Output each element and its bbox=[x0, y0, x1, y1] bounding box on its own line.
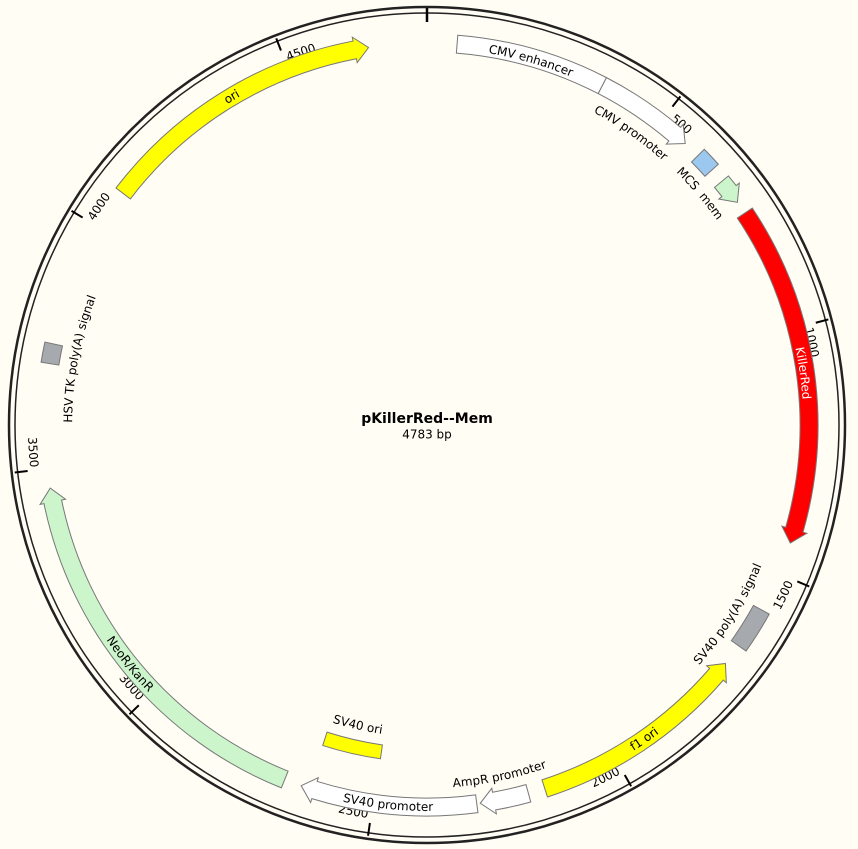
feature bbox=[690, 148, 720, 177]
tick-mark bbox=[71, 209, 84, 219]
feature bbox=[736, 207, 819, 544]
feature bbox=[541, 662, 727, 798]
tick-mark bbox=[275, 37, 282, 51]
feature bbox=[39, 487, 289, 789]
feature-label: AmpR promoter bbox=[452, 757, 548, 790]
feature bbox=[322, 731, 383, 760]
tick-mark bbox=[671, 95, 682, 108]
plasmid-length: 4783 bp bbox=[402, 428, 452, 442]
tick-label: 1500 bbox=[770, 578, 796, 611]
feature bbox=[115, 36, 370, 200]
tick-mark bbox=[367, 822, 371, 836]
feature bbox=[730, 604, 770, 652]
tick-label: 3500 bbox=[26, 437, 42, 468]
plasmid-name: pKillerRed--Mem bbox=[361, 411, 493, 427]
feature-label: SV40 ori bbox=[332, 711, 384, 736]
tick-mark bbox=[14, 469, 28, 474]
tick-mark bbox=[815, 318, 829, 324]
tick-mark bbox=[128, 704, 140, 716]
feature bbox=[479, 784, 532, 815]
feature-label: HSV TK poly(A) signal bbox=[61, 293, 99, 423]
backbone-outer bbox=[7, 5, 847, 845]
tick-mark bbox=[796, 580, 810, 588]
feature bbox=[713, 175, 740, 203]
feature bbox=[597, 76, 686, 145]
feature-label: ori bbox=[221, 86, 241, 106]
feature bbox=[40, 341, 64, 366]
feature bbox=[300, 776, 479, 817]
tick-label: 4000 bbox=[84, 190, 112, 223]
tick-mark bbox=[623, 774, 633, 787]
